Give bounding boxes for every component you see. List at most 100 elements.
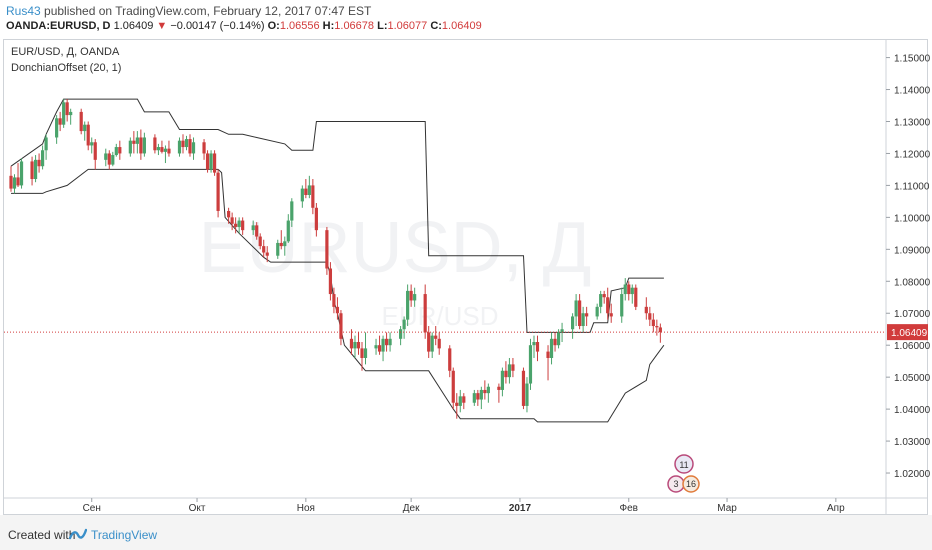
tradingview-logo-icon[interactable] bbox=[69, 527, 87, 541]
event-markers[interactable]: 11 3 16 bbox=[667, 454, 700, 493]
chart-instrument-label[interactable]: EUR/USD, Д, OANDA bbox=[11, 46, 120, 58]
price-chart[interactable]: EURUSD, Д EUR/USD 1.15000 1.14000 1.13000 1… bbox=[0, 0, 932, 515]
candle-up bbox=[276, 242, 280, 256]
candle-down bbox=[314, 207, 318, 231]
candle-down bbox=[644, 306, 648, 314]
symbol-name: OANDA:EURUSD, D bbox=[6, 20, 111, 32]
candle-up bbox=[500, 370, 504, 390]
candle-down bbox=[423, 294, 427, 333]
candle-up bbox=[128, 140, 132, 154]
candle-down bbox=[241, 220, 245, 231]
candle-up bbox=[430, 335, 434, 352]
y-tick-label: 1.14000 bbox=[894, 86, 931, 97]
candle-up bbox=[630, 287, 634, 295]
candle-up bbox=[599, 294, 603, 307]
candle-down bbox=[118, 147, 122, 154]
candle-up bbox=[19, 161, 24, 186]
candle-down bbox=[483, 389, 487, 394]
tradingview-link[interactable]: TradingView bbox=[91, 528, 158, 542]
y-tick-label: 1.09000 bbox=[894, 245, 931, 256]
candle-down bbox=[216, 172, 220, 211]
candle-down bbox=[511, 364, 515, 371]
candle-down bbox=[167, 148, 171, 154]
y-tick-label: 1.05000 bbox=[894, 373, 931, 384]
candle-up bbox=[184, 139, 189, 148]
event-flag-icon[interactable] bbox=[674, 454, 694, 474]
candle-up bbox=[406, 290, 410, 320]
candle-down bbox=[58, 118, 62, 125]
candle-up bbox=[560, 329, 564, 333]
candle-down bbox=[230, 217, 234, 224]
candle-up bbox=[237, 220, 241, 227]
candle-up bbox=[581, 313, 585, 327]
candle-up bbox=[556, 332, 561, 346]
candle-up bbox=[69, 111, 73, 116]
candle-up bbox=[156, 147, 161, 151]
x-tick-label: Мар bbox=[717, 503, 737, 514]
candle-up bbox=[191, 142, 196, 154]
candle-down bbox=[339, 313, 343, 339]
time-axis[interactable]: Сен Окт Ноя Дек 2017 Фев Мар Апр bbox=[83, 498, 846, 514]
chart-frame[interactable] bbox=[3, 39, 928, 515]
y-tick-label: 1.15000 bbox=[894, 54, 931, 65]
candle-up bbox=[163, 148, 168, 152]
author-link[interactable]: Rus43 bbox=[6, 4, 41, 18]
candle-up bbox=[458, 396, 462, 406]
high-value: 1.06678 bbox=[334, 20, 375, 32]
candle-down bbox=[86, 124, 90, 146]
y-tick-label: 1.02000 bbox=[894, 469, 931, 480]
candle-up bbox=[507, 364, 512, 378]
y-tick-label: 1.10000 bbox=[894, 213, 931, 224]
donchian-upper-line bbox=[10, 98, 664, 333]
candle-down bbox=[30, 161, 34, 180]
candle-up bbox=[12, 177, 17, 189]
candle-up bbox=[283, 241, 287, 247]
candle-down bbox=[448, 348, 452, 371]
publish-bar: Rus43 published on TradingView.com, Febr… bbox=[6, 4, 371, 18]
candle-down bbox=[79, 111, 83, 132]
created-with-text: Created with bbox=[8, 528, 76, 542]
indicator-label[interactable]: DonchianOffset (20, 1) bbox=[11, 62, 122, 74]
candle-down bbox=[627, 284, 631, 295]
candle-up bbox=[595, 306, 599, 317]
candle-down bbox=[409, 290, 413, 301]
candle-down bbox=[205, 153, 210, 170]
watermark-main: EURUSD, Д bbox=[199, 208, 592, 288]
candle-down bbox=[634, 287, 638, 307]
candle-down bbox=[455, 402, 459, 406]
candle-down bbox=[655, 326, 659, 328]
candle-up bbox=[528, 345, 533, 384]
candle-up bbox=[62, 102, 66, 125]
event-count: 16 bbox=[686, 479, 696, 489]
candle-down bbox=[377, 345, 382, 352]
event-flag-icon[interactable] bbox=[682, 475, 700, 493]
candle-up bbox=[381, 338, 385, 352]
candle-down bbox=[521, 370, 526, 406]
candle-up bbox=[532, 342, 536, 346]
x-tick-label: Фев bbox=[620, 503, 638, 514]
candle-down bbox=[265, 252, 269, 256]
candle-up bbox=[549, 338, 554, 358]
price-axis[interactable]: 1.15000 1.14000 1.13000 1.12000 1.11000 1.100… bbox=[886, 54, 931, 480]
y-tick-label: 1.04000 bbox=[894, 405, 931, 416]
close-value: 1.06409 bbox=[441, 20, 482, 32]
candle-down bbox=[609, 313, 613, 317]
high-label: H: bbox=[322, 20, 335, 32]
candle-up bbox=[402, 319, 406, 330]
candle-up bbox=[388, 338, 392, 346]
watermark-sub: EUR/USD bbox=[381, 301, 498, 331]
candle-down bbox=[497, 386, 501, 390]
last-price: 1.06409 bbox=[113, 20, 154, 32]
footer: Created with TradingView bbox=[0, 515, 932, 550]
y-tick-label: 1.13000 bbox=[894, 117, 931, 128]
candle-down bbox=[332, 294, 336, 307]
candle-down bbox=[462, 396, 466, 403]
candle-up bbox=[33, 159, 38, 180]
candle-up bbox=[525, 383, 529, 406]
y-tick-label: 1.08000 bbox=[894, 277, 931, 288]
candle-up bbox=[44, 137, 48, 151]
candle-up bbox=[209, 153, 213, 170]
candle-up bbox=[571, 316, 575, 330]
event-count: 3 bbox=[673, 479, 678, 489]
candle-down bbox=[9, 175, 13, 189]
